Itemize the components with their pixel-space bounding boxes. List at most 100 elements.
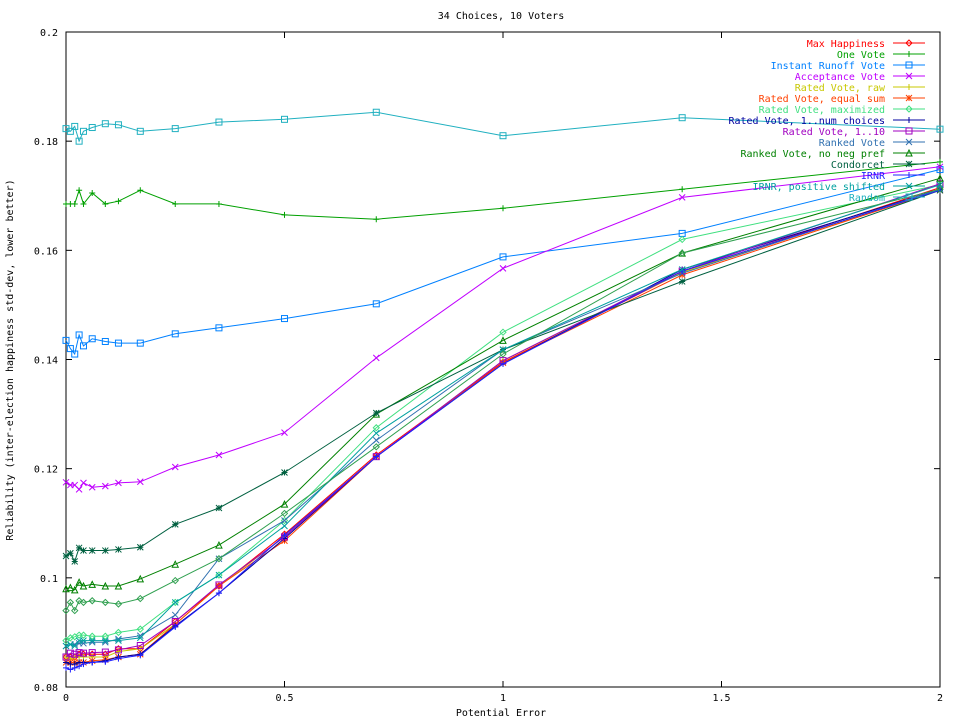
series-9: [62, 185, 944, 650]
data-point: [80, 479, 87, 487]
data-point: [678, 266, 686, 273]
data-point: [372, 108, 380, 116]
data-point: [71, 650, 79, 658]
data-point: [66, 583, 75, 592]
series-line: [65, 189, 941, 671]
series-line: [65, 184, 941, 642]
legend-marker: [906, 172, 912, 178]
data-point: [71, 642, 79, 650]
data-point: [66, 649, 74, 657]
data-point: [75, 544, 83, 552]
series-14: [62, 108, 944, 145]
legend-label: Ranked Vote, no neg pref: [741, 149, 886, 160]
data-point: [80, 200, 87, 207]
data-point: [80, 661, 87, 668]
legend-label: One Vote: [837, 50, 885, 61]
data-point: [215, 504, 223, 512]
series-1: [63, 158, 943, 223]
data-point: [136, 543, 144, 551]
legend-label: Rated Vote, equal sum: [759, 94, 885, 105]
data-point: [936, 174, 944, 182]
data-point: [88, 637, 96, 644]
series-2: [62, 166, 944, 358]
legend-marker: [905, 160, 913, 168]
data-point: [88, 335, 96, 343]
data-point: [67, 549, 74, 557]
data-point: [114, 339, 122, 347]
data-point: [62, 584, 70, 593]
legend-label: Rated Vote, raw: [795, 83, 886, 94]
data-point: [678, 278, 686, 285]
data-point: [89, 190, 96, 197]
series-line: [65, 188, 941, 647]
data-point: [500, 205, 506, 212]
data-point: [66, 345, 74, 353]
data-point: [281, 469, 288, 476]
data-point: [281, 315, 288, 323]
data-point: [137, 652, 144, 659]
data-point: [372, 436, 380, 444]
legend-marker: [905, 39, 913, 47]
data-point: [136, 339, 144, 347]
data-point: [67, 666, 74, 673]
legend-label: Instant Runoff Vote: [771, 61, 885, 72]
legend-marker: [905, 72, 913, 80]
series-11: [62, 186, 944, 565]
data-point: [499, 350, 507, 358]
data-point: [280, 500, 289, 508]
data-point: [499, 132, 507, 140]
data-point: [136, 625, 144, 633]
legend-label: Rated Vote, 1..num choices: [728, 116, 885, 127]
legend-marker: [906, 84, 912, 90]
data-point: [88, 124, 96, 132]
data-point: [373, 453, 380, 460]
legend-marker: [906, 117, 912, 123]
data-point: [172, 623, 179, 630]
data-point: [114, 121, 122, 129]
legend-marker: [906, 51, 912, 57]
data-point: [62, 336, 70, 344]
series-0: [62, 183, 944, 661]
data-point: [136, 642, 144, 650]
data-point: [171, 463, 179, 471]
x-tick-label: 1.5: [712, 693, 730, 704]
series-5: [62, 186, 944, 666]
data-point: [678, 249, 686, 257]
data-point: [499, 328, 507, 336]
data-point: [373, 216, 380, 223]
series-line: [65, 189, 941, 563]
data-point: [101, 648, 109, 656]
data-point: [136, 127, 144, 135]
data-point: [101, 547, 109, 554]
data-point: [79, 598, 88, 607]
data-point: [281, 429, 288, 436]
data-point: [215, 581, 223, 589]
data-point: [499, 336, 507, 344]
data-point: [281, 517, 288, 524]
data-point: [63, 664, 69, 671]
data-point: [215, 118, 223, 126]
data-point: [136, 594, 144, 603]
data-point: [79, 581, 88, 590]
data-point: [114, 646, 122, 654]
data-point: [75, 331, 83, 339]
data-point: [215, 324, 223, 332]
data-point: [936, 185, 944, 193]
data-point: [281, 115, 288, 123]
data-point: [79, 631, 88, 639]
data-point: [171, 520, 179, 528]
data-point: [115, 655, 122, 662]
data-point: [62, 478, 70, 486]
data-point: [215, 555, 223, 563]
legend-marker: [905, 193, 913, 201]
data-point: [62, 552, 70, 560]
x-axis-label: Potential Error: [456, 708, 546, 719]
data-point: [215, 582, 223, 590]
data-point: [679, 186, 686, 193]
data-point: [171, 599, 179, 606]
data-point: [101, 482, 109, 490]
data-point: [79, 649, 87, 657]
data-point: [89, 659, 96, 666]
